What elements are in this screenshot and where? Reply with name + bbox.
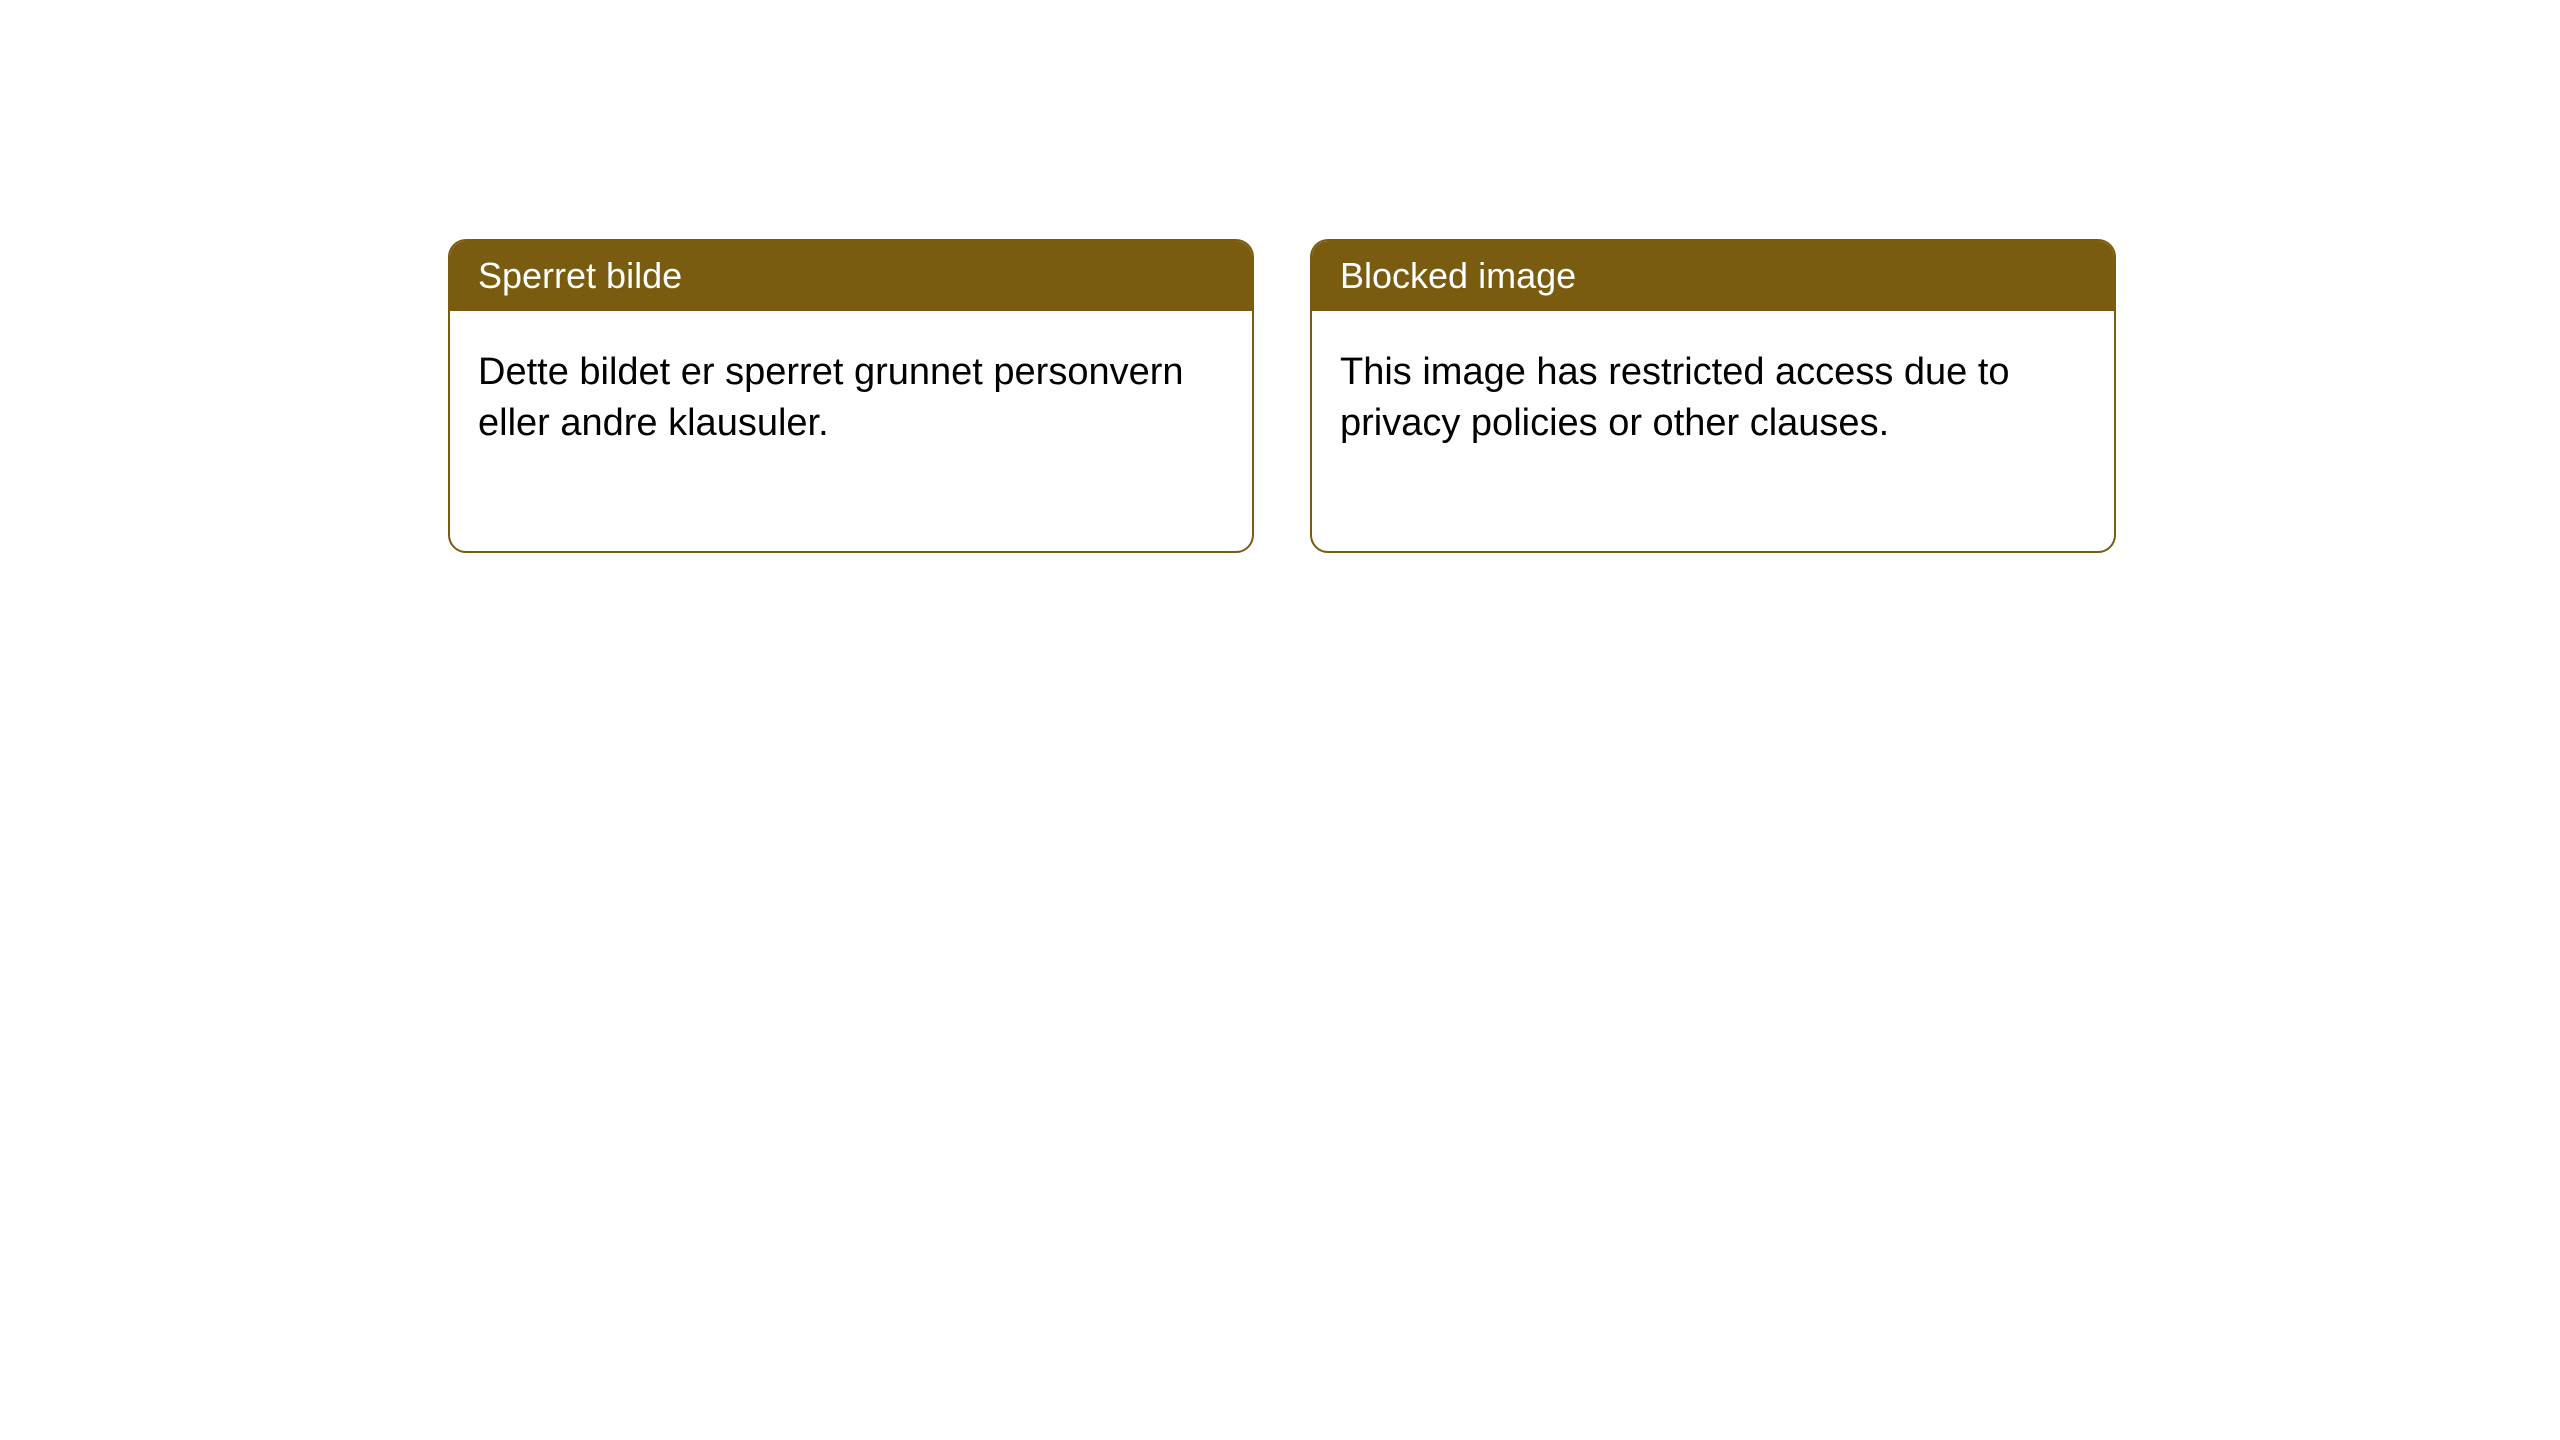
card-header: Sperret bilde xyxy=(450,241,1252,311)
card-header: Blocked image xyxy=(1312,241,2114,311)
cards-container: Sperret bilde Dette bildet er sperret gr… xyxy=(448,239,2116,553)
card-body: This image has restricted access due to … xyxy=(1312,311,2114,551)
card-body: Dette bildet er sperret grunnet personve… xyxy=(450,311,1252,551)
blocked-image-card-no: Sperret bilde Dette bildet er sperret gr… xyxy=(448,239,1254,553)
blocked-image-card-en: Blocked image This image has restricted … xyxy=(1310,239,2116,553)
